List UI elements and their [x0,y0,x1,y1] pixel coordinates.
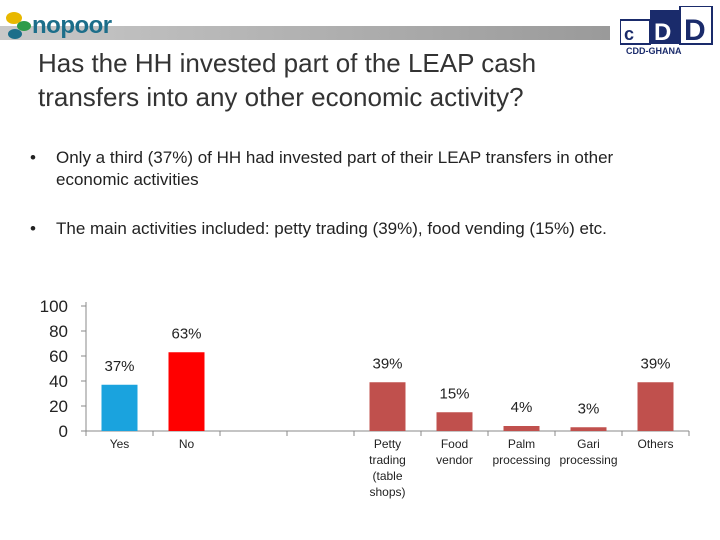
bar-7 [570,427,607,431]
y-tick-label: 60 [49,347,68,366]
cdd-ghana-emblem-icon: c D D [620,6,713,46]
data-label-7: 3% [578,400,600,417]
nopoor-logo-text: nopoor [32,12,112,39]
category-label-4: trading [369,453,406,467]
slide-title-line-1: Has the HH invested part of the LEAP cas… [38,48,537,78]
cdd-ghana-logo: c D D CDD-GHANA [620,6,715,56]
category-label-7: Gari [577,437,600,451]
category-label-0: Yes [110,437,130,451]
nopoor-logo: nopoor [4,6,124,46]
bullet-marker: • [30,148,36,167]
y-tick-label: 100 [40,297,68,316]
bullet-text: Only a third (37%) of HH had invested pa… [56,148,614,189]
slide-title-line-2: transfers into any other economic activi… [38,82,524,112]
category-label-4: Petty [374,437,401,451]
y-tick-label: 0 [59,422,68,441]
data-label-0: 37% [104,358,134,375]
data-label-8: 39% [640,355,670,372]
y-tick-label: 80 [49,322,68,341]
bar-5 [436,412,473,431]
investment-bar-chart: 0 20 40 60 80 100 37% Yes 63% No 39% Petty trading (t… [40,297,690,499]
data-label-4: 39% [372,355,402,372]
bullet-marker: • [30,219,36,238]
category-label-8: Others [637,437,673,451]
bar-4 [369,382,406,431]
cdd-letter-d1: D [654,19,671,46]
category-label-6: processing [492,453,550,467]
bar-8 [637,382,674,431]
category-label-4: shops) [369,485,405,499]
category-label-5: Food [441,437,468,451]
bar-6 [503,426,540,431]
bullet-point-1: • Only a third (37%) of HH had invested … [30,147,680,191]
bullet-point-2: • The main activities included: petty tr… [30,218,680,240]
y-tick-label: 20 [49,397,68,416]
category-label-6: Palm [508,437,535,451]
category-label-7: processing [559,453,617,467]
cdd-ghana-logo-text: CDD-GHANA [626,46,682,56]
data-label-6: 4% [511,399,533,416]
cdd-letter-c: c [624,24,634,44]
cdd-letter-d2: D [684,14,706,46]
nopoor-leaf-icon [6,12,31,39]
header-bar [0,26,610,40]
slide-title: Has the HH invested part of the LEAP cas… [38,46,638,114]
bullet-text: The main activities included: petty trad… [56,219,607,238]
category-label-5: vendor [436,453,473,467]
bar-0 [101,384,138,431]
bar-1 [168,352,205,431]
data-label-1: 63% [171,325,201,342]
category-label-1: No [179,437,195,451]
data-label-5: 15% [439,385,469,402]
category-label-4: (table [372,469,402,483]
y-tick-label: 40 [49,372,68,391]
